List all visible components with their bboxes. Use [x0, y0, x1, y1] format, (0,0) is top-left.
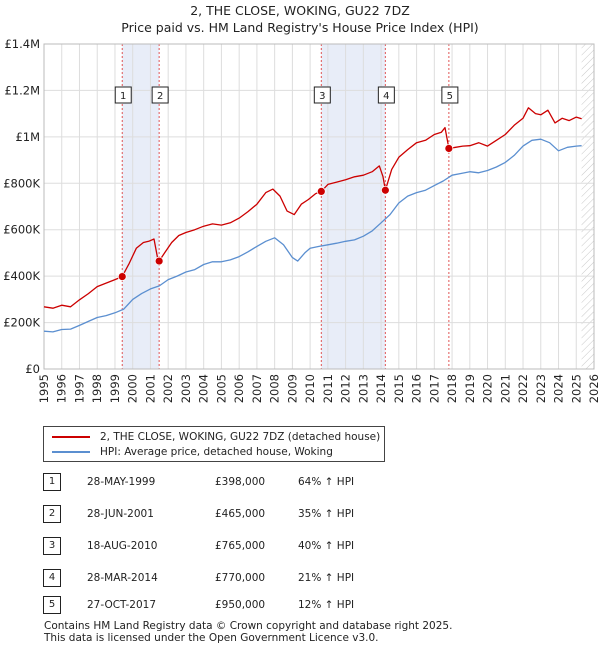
legend-label-hpi: HPI: Average price, detached house, Woki…	[100, 446, 333, 458]
x-tick-label: 2002	[161, 374, 175, 403]
x-tick-label: 2005	[214, 374, 228, 403]
chart-title-line1: 2, THE CLOSE, WOKING, GU22 7DZ	[190, 3, 410, 18]
sale-label-number: 4	[383, 91, 389, 102]
y-tick-label: £600K	[3, 223, 40, 237]
legend-item-price: 2, THE CLOSE, WOKING, GU22 7DZ (detached…	[52, 430, 380, 444]
sale-price: £950,000	[215, 599, 266, 611]
sale-row: 4 28-MAR-2014 £770,000 21% ↑ HPI	[43, 566, 423, 588]
x-tick-label: 1995	[37, 374, 51, 403]
sale-row: 1 28-MAY-1999 £398,000 64% ↑ HPI	[43, 470, 423, 492]
sale-date: 18-AUG-2010	[87, 540, 158, 552]
x-tick-label: 2019	[463, 374, 477, 403]
x-tick-label: 2017	[427, 374, 441, 403]
x-tick-label: 2012	[339, 374, 353, 403]
x-tick-label: 1996	[55, 374, 69, 403]
x-tick-label: 2021	[498, 374, 512, 403]
x-tick-label: 2018	[445, 374, 459, 403]
sale-date: 28-MAR-2014	[87, 572, 158, 584]
y-tick-label: £1M	[15, 130, 40, 144]
footer-line2: This data is licensed under the Open Gov…	[44, 632, 379, 644]
sale-date: 28-JUN-2001	[87, 508, 154, 520]
sale-hpi-change: 21% ↑ HPI	[298, 572, 355, 584]
x-tick-label: 2023	[534, 374, 548, 403]
sale-point	[444, 144, 454, 153]
sale-point	[117, 272, 127, 282]
x-tick-label: 2009	[285, 374, 299, 403]
sale-number-badge: 2	[43, 505, 61, 523]
price-chart: 1 2 3 4 5 £0 £200K £400K £600K £800K £1M £1.2M £1.4M…	[3, 37, 600, 403]
sale-label-number: 1	[120, 91, 126, 102]
x-tick-label: 2014	[374, 374, 388, 403]
sale-label-number: 3	[319, 91, 325, 102]
x-tick-label: 2003	[179, 374, 193, 403]
x-tick-label: 2022	[516, 374, 530, 403]
sale-row: 2 28-JUN-2001 £465,000 35% ↑ HPI	[43, 502, 423, 524]
sale-label-number: 2	[157, 91, 163, 102]
footer-attribution: Contains HM Land Registry data © Crown c…	[44, 620, 452, 644]
legend-swatch-price	[52, 436, 90, 438]
sale-number-badge: 4	[43, 569, 61, 587]
sale-price: £770,000	[215, 572, 266, 584]
x-tick-label: 2000	[126, 374, 140, 403]
chart-title-line2: Price paid vs. HM Land Registry's House …	[121, 20, 479, 35]
legend-label-price: 2, THE CLOSE, WOKING, GU22 7DZ (detached…	[100, 431, 381, 443]
footer-line1: Contains HM Land Registry data © Crown c…	[44, 620, 453, 632]
sale-point	[154, 256, 164, 266]
y-tick-label: £200K	[3, 316, 40, 330]
x-tick-label: 2011	[321, 374, 335, 403]
y-tick-label: £800K	[3, 176, 40, 190]
y-tick-label: £400K	[3, 269, 40, 283]
sale-label-box	[377, 86, 395, 104]
x-tick-label: 2026	[587, 374, 600, 403]
hpi-line	[43, 138, 582, 333]
sale-number-badge: 3	[43, 537, 61, 555]
sale-label-box	[151, 86, 169, 104]
y-tick-label: £0	[25, 362, 40, 376]
chart-title: 2, THE CLOSE, WOKING, GU22 7DZ Price pai…	[0, 2, 600, 36]
sale-row: 3 18-AUG-2010 £765,000 40% ↑ HPI	[43, 534, 423, 556]
x-tick-label: 2013	[356, 374, 370, 403]
sale-label-box	[114, 86, 132, 104]
sale-hpi-change: 64% ↑ HPI	[298, 476, 355, 488]
x-tick-label: 2024	[552, 374, 566, 403]
sale-hpi-change: 12% ↑ HPI	[298, 599, 355, 611]
x-tick-label: 2016	[410, 374, 424, 403]
y-tick-label: £1.2M	[4, 83, 40, 97]
sale-hpi-change: 35% ↑ HPI	[298, 508, 355, 520]
sale-number-badge: 5	[43, 596, 61, 614]
sale-date: 28-MAY-1999	[87, 476, 156, 488]
x-tick-label: 2004	[197, 374, 211, 403]
legend: 2, THE CLOSE, WOKING, GU22 7DZ (detached…	[43, 426, 385, 462]
sale-price: £765,000	[215, 540, 266, 552]
sale-row: 5 27-OCT-2017 £950,000 12% ↑ HPI	[43, 593, 423, 615]
y-tick-label: £1.4M	[4, 37, 40, 51]
x-tick-label: 2025	[569, 374, 583, 403]
sale-price: £465,000	[215, 508, 266, 520]
plot-frame	[43, 43, 595, 370]
sale-label-box	[441, 86, 459, 104]
legend-item-hpi: HPI: Average price, detached house, Woki…	[52, 445, 333, 459]
x-tick-label: 1997	[72, 374, 86, 403]
sale-price: £398,000	[215, 476, 266, 488]
x-tick-label: 1999	[108, 374, 122, 403]
x-tick-label: 2008	[268, 374, 282, 403]
sale-point	[316, 187, 326, 196]
x-tick-label: 2007	[250, 374, 264, 403]
x-tick-label: 2006	[232, 374, 246, 403]
forecast-hatch	[581, 44, 594, 369]
x-tick-label: 2020	[481, 374, 495, 403]
legend-swatch-hpi	[52, 451, 90, 453]
sale-date: 27-OCT-2017	[87, 599, 156, 611]
sale-number-badge: 1	[43, 473, 61, 491]
sale-label-number: 5	[447, 91, 453, 102]
x-tick-label: 2010	[303, 374, 317, 403]
x-tick-label: 2015	[392, 374, 406, 403]
sale-point	[380, 185, 390, 195]
x-tick-label: 1998	[90, 374, 104, 403]
x-tick-label: 2001	[143, 374, 157, 403]
sale-period-shade	[321, 44, 386, 369]
sale-hpi-change: 40% ↑ HPI	[298, 540, 355, 552]
sale-label-box	[313, 86, 331, 104]
